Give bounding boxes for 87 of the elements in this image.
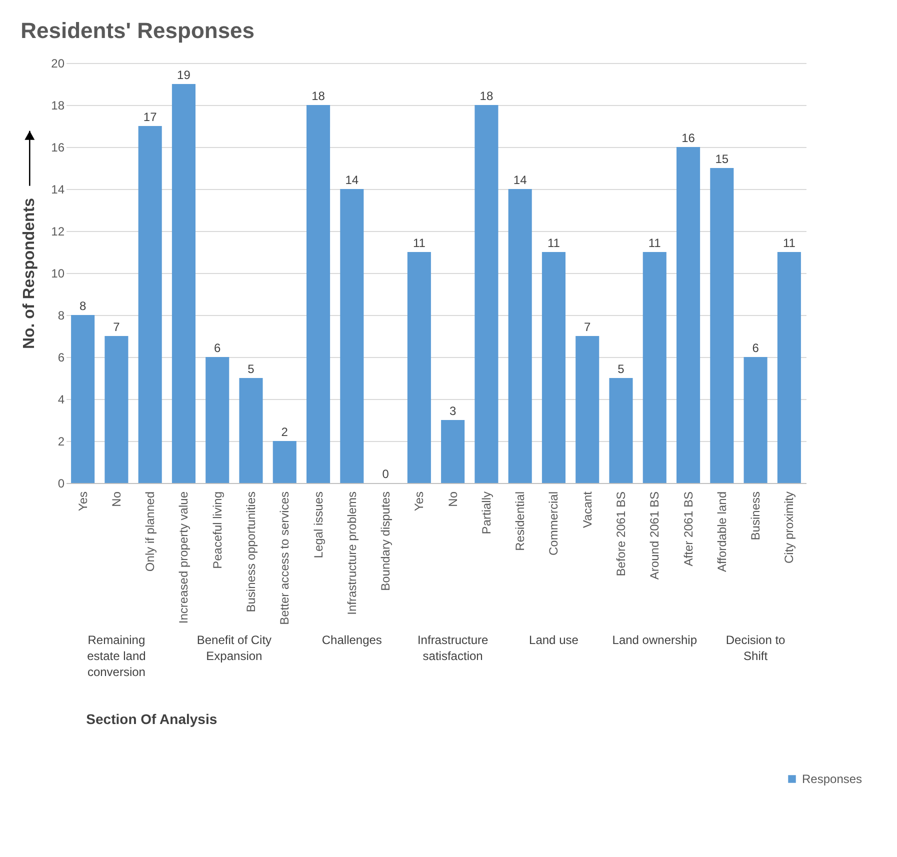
bar xyxy=(272,441,296,483)
text: Challenges xyxy=(322,633,382,647)
x-tick-label: Around 2061 BS xyxy=(648,492,662,580)
x-tick-label: No xyxy=(109,491,124,507)
data-label: 5 xyxy=(618,362,625,376)
x-tick-label: Legal issues xyxy=(311,492,326,558)
bar xyxy=(609,378,633,483)
y-tick-label: 4 xyxy=(58,392,65,406)
x-tick-label: Better access to services xyxy=(278,492,292,625)
y-tick-label: 10 xyxy=(51,266,65,280)
y-tick-label: 14 xyxy=(51,182,65,196)
text: Decision to Shift xyxy=(726,633,786,663)
y-tick-label: 12 xyxy=(51,224,65,238)
data-label: 14 xyxy=(345,173,359,187)
x-tick-label: Affordable land xyxy=(714,492,729,572)
bar xyxy=(542,252,566,483)
data-label: 18 xyxy=(312,89,326,103)
x-tick-label: Increased property value xyxy=(176,491,191,624)
text: Section Of Analysis xyxy=(86,711,218,727)
x-tick-label: Before 2061 BS xyxy=(614,492,628,576)
bar xyxy=(138,126,162,483)
data-label: 7 xyxy=(113,320,120,334)
y-tick-label: 2 xyxy=(58,434,65,448)
text: Land ownership xyxy=(612,633,698,647)
bar xyxy=(777,252,801,483)
data-label: 2 xyxy=(281,425,288,439)
bar xyxy=(576,336,600,483)
bar xyxy=(474,105,498,483)
data-label: 11 xyxy=(412,236,426,250)
y-tick-label: 0 xyxy=(58,476,65,490)
data-label: 17 xyxy=(143,110,158,124)
x-tick-label: Infrastructure problems xyxy=(344,492,359,615)
x-tick-label: Commercial xyxy=(546,492,561,556)
x-tick-label: Vacant xyxy=(580,490,594,528)
y-tick-label: 20 xyxy=(51,56,65,70)
text: Infrastructure satisfaction xyxy=(417,633,488,663)
x-tick-label: After 2061 BS xyxy=(681,492,696,566)
y-tick-label: 8 xyxy=(58,308,65,322)
bar xyxy=(239,378,263,483)
text: Benefit of City Expansion xyxy=(196,633,272,663)
bar xyxy=(206,357,230,483)
data-label: 15 xyxy=(715,152,729,166)
bar xyxy=(744,357,768,483)
legend-label: Responses xyxy=(802,772,862,786)
y-tick-label: 18 xyxy=(51,98,65,112)
bar xyxy=(340,189,364,483)
data-label: 6 xyxy=(752,341,760,355)
bar xyxy=(508,189,532,483)
data-label: 11 xyxy=(547,236,560,250)
data-label: 5 xyxy=(248,362,255,376)
y-axis-title: No. of Respondents xyxy=(21,198,38,350)
data-label: 14 xyxy=(513,173,528,187)
data-label: 19 xyxy=(177,68,191,82)
x-tick-label: City proximity xyxy=(782,492,796,564)
bar xyxy=(441,420,465,483)
bar xyxy=(172,84,196,483)
y-tick-label: 16 xyxy=(51,140,65,154)
bar xyxy=(676,147,700,483)
x-tick-label: No xyxy=(446,491,460,507)
x-tick-label: Boundary disputes xyxy=(378,492,393,591)
data-label: 6 xyxy=(214,341,222,355)
x-tick-label: Yes xyxy=(412,492,426,512)
data-label: 0 xyxy=(382,467,390,481)
text: Land use xyxy=(529,633,579,647)
x-tick-label: Residential xyxy=(513,492,528,551)
bar xyxy=(642,252,666,483)
data-label: 18 xyxy=(480,89,494,103)
x-tick-label: Business opportunities xyxy=(244,492,258,612)
x-tick-label: Peaceful living xyxy=(210,492,224,569)
data-label: 11 xyxy=(782,236,796,250)
text: Remaining estate land conversion xyxy=(87,633,146,679)
bar xyxy=(104,336,128,483)
data-label: 7 xyxy=(584,320,592,334)
data-label: 3 xyxy=(449,404,456,418)
bar xyxy=(71,315,95,483)
x-tick-label: Only if planned xyxy=(143,492,158,572)
bar xyxy=(306,105,330,483)
bar xyxy=(710,168,734,483)
data-label: 16 xyxy=(682,131,696,145)
data-label: 8 xyxy=(79,299,86,313)
x-tick-label: Partially xyxy=(479,492,494,534)
x-tick-label: Business xyxy=(748,492,763,540)
x-tick-label: Yes xyxy=(76,492,90,512)
y-tick-label: 6 xyxy=(58,350,65,364)
bar xyxy=(407,252,431,483)
data-label: 11 xyxy=(648,236,662,250)
chart-title: Residents' Responses xyxy=(20,18,255,43)
